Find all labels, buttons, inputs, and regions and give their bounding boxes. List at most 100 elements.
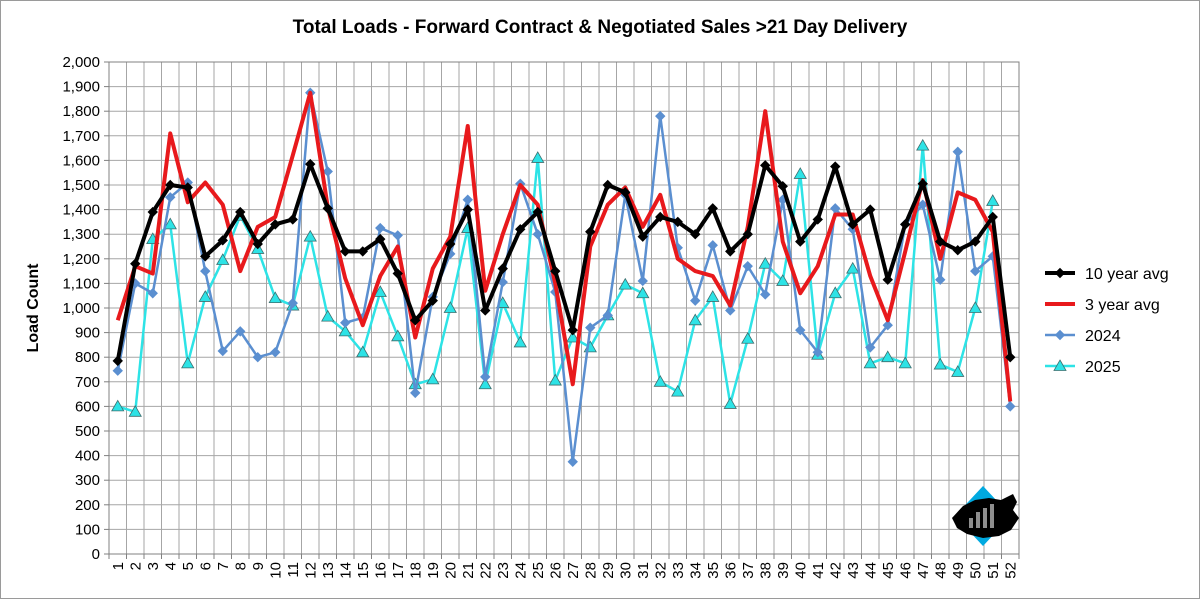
data-point-10-year-avg [970,236,981,247]
x-tick-label: 49 [950,562,967,579]
data-point-10-year-avg [1005,351,1016,363]
x-tick-label: 12 [302,562,319,579]
data-point-2024 [340,317,351,328]
data-point-2025 [321,309,335,322]
data-point-2025 [881,350,895,363]
x-tick-label: 22 [477,562,494,579]
x-tick-label: 19 [425,562,442,579]
data-point-2025 [478,377,492,390]
data-point-2024 [532,228,543,240]
y-tick-label: 2,000 [62,54,100,71]
y-tick-label: 300 [75,472,100,489]
data-point-2025 [671,384,685,397]
x-tick-label: 50 [967,562,984,579]
data-point-2024 [462,194,473,205]
data-point-10-year-avg [795,236,806,247]
data-point-10-year-avg [725,246,736,257]
data-point-2024 [585,322,596,333]
y-axis-tick-labels: 0 100 200 300 400 500 600 700 800 900 1,000 1,100 1,… [62,54,100,563]
x-tick-label: 1 [110,562,127,570]
data-point-2025 [216,253,230,265]
data-point-10-year-avg [392,268,403,279]
data-point-10-year-avg [550,265,561,277]
data-point-2024 [690,295,701,306]
data-point-2024 [217,345,228,357]
x-tick-label: 20 [442,562,459,579]
data-point-2024 [200,265,211,277]
y-tick-label: 1,600 [62,152,100,169]
legend-marker-10-year-avg [1054,267,1066,279]
data-point-2025 [111,399,125,412]
logo-bar-3 [983,508,987,528]
data-point-2024 [882,320,893,331]
data-point-2025 [916,138,930,151]
x-tick-label: 31 [635,562,652,579]
logo-bar-2 [976,512,980,528]
data-point-2025 [181,356,195,369]
data-point-10-year-avg [952,244,963,256]
data-point-2025 [618,277,632,290]
data-point-2025 [933,357,947,370]
x-tick-label: 3 [145,562,162,570]
y-axis-label: Load Count [25,263,42,353]
data-point-2025 [951,365,965,377]
legend-marker-2024 [1054,329,1066,341]
data-point-2024 [970,265,981,277]
x-tick-label: 45 [880,562,897,579]
x-tick-label: 37 [740,562,757,579]
data-point-10-year-avg [165,179,176,191]
data-point-10-year-avg [287,214,298,225]
data-point-10-year-avg [532,206,543,218]
x-tick-label: 24 [512,562,529,579]
data-point-2024 [567,456,578,467]
data-point-10-year-avg [672,216,683,228]
data-point-10-year-avg [462,204,473,215]
x-tick-label: 47 [915,562,932,579]
x-tick-label: 42 [827,562,844,579]
data-point-10-year-avg [147,206,158,218]
y-tick-label: 1,400 [62,202,100,219]
data-point-2025 [198,290,212,302]
data-point-2025 [163,217,177,230]
data-point-10-year-avg [987,211,998,223]
y-tick-label: 1,300 [62,226,100,243]
data-point-2024 [322,166,333,177]
data-point-2025 [986,194,1000,206]
x-tick-label: 46 [897,562,914,579]
data-point-2025 [968,301,982,313]
data-point-2024 [725,305,736,316]
data-point-2024 [637,275,648,287]
data-point-2025 [373,285,387,297]
data-point-2024 [112,365,123,376]
series-line-10-year-avg [115,162,1013,362]
data-point-2025 [548,373,562,386]
chart-title: Total Loads - Forward Contract & Negotia… [293,17,908,38]
y-tick-label: 100 [75,521,100,538]
data-point-2024 [235,326,246,337]
y-tick-label: 700 [75,374,100,391]
x-tick-label: 51 [985,562,1002,579]
data-point-2025 [566,330,580,343]
data-point-10-year-avg [340,246,351,257]
data-point-2024 [270,347,281,358]
x-tick-label: 33 [670,562,687,579]
data-point-2024 [252,351,263,363]
data-point-2025 [898,356,912,369]
y-tick-label: 600 [75,398,100,415]
data-point-10-year-avg [655,211,666,223]
y-tick-label: 1,800 [62,103,100,120]
x-tick-label: 2 [127,562,144,570]
y-tick-label: 800 [75,349,100,366]
data-point-2024 [602,310,613,321]
data-point-2024 [707,240,718,251]
data-point-10-year-avg [322,203,333,214]
data-point-2024 [795,324,806,336]
data-point-2024 [480,371,491,383]
y-tick-label: 1,200 [62,251,100,268]
data-point-2024 [655,110,666,122]
data-point-2025 [128,405,142,417]
legend-label-2024: 2024 [1085,328,1121,345]
data-point-10-year-avg [515,224,526,235]
data-point-10-year-avg [602,179,613,191]
data-point-10-year-avg [567,324,578,336]
